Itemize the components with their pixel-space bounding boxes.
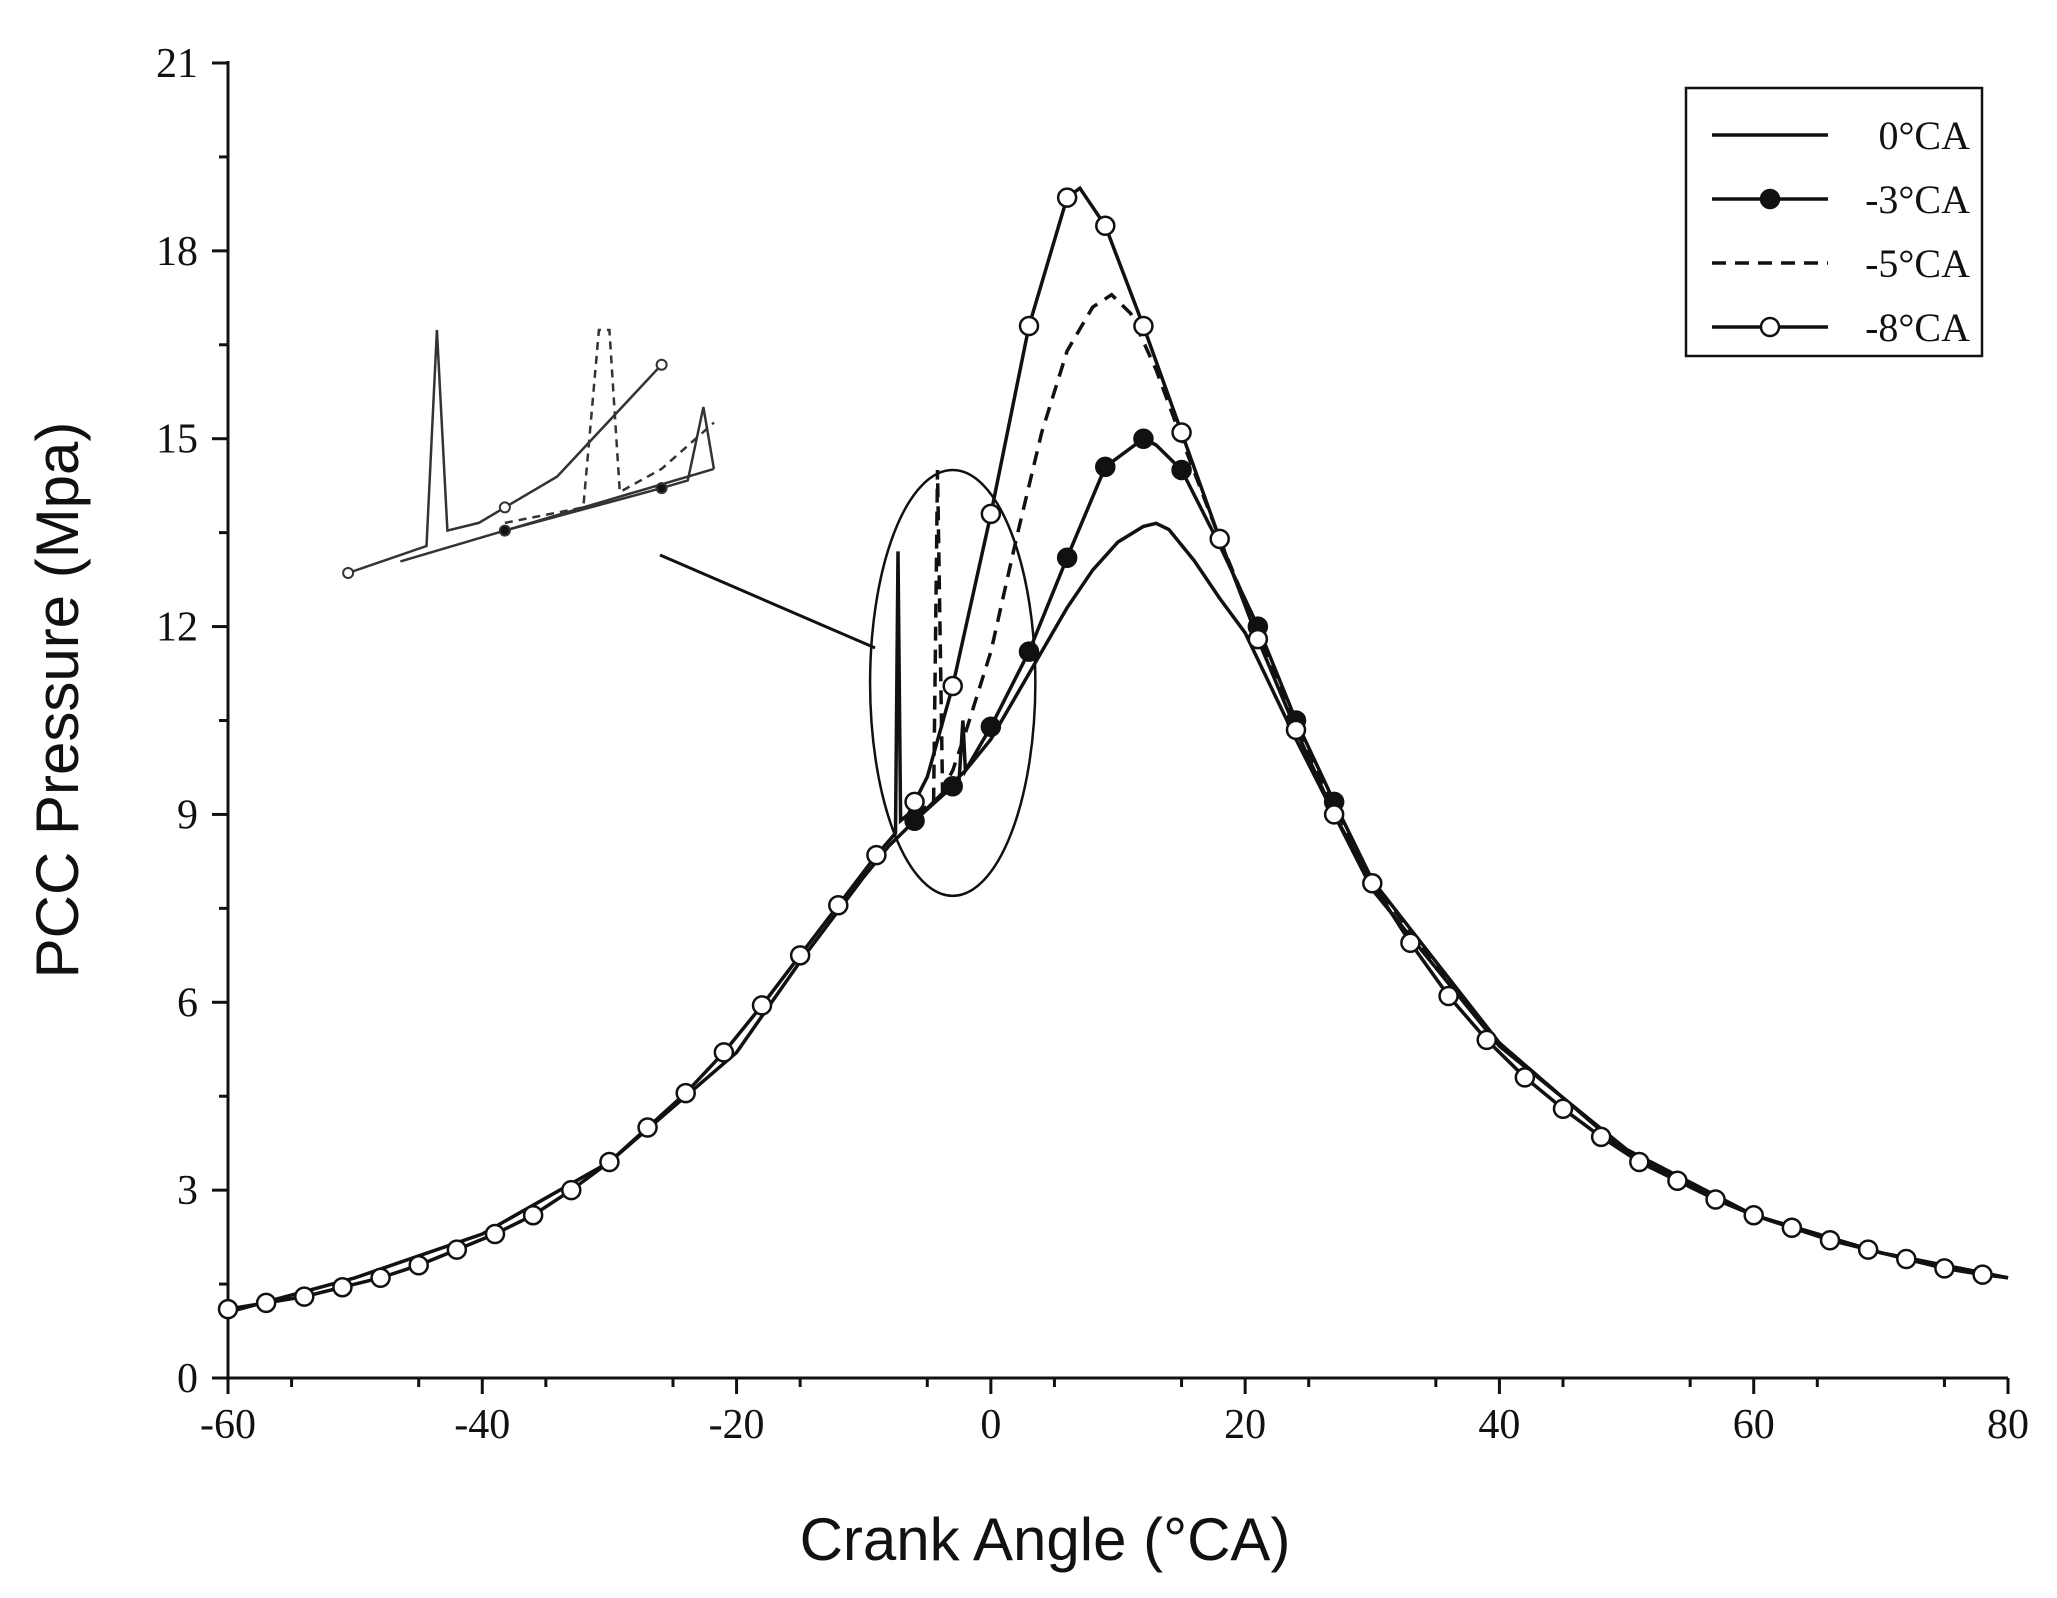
data-point xyxy=(904,791,925,813)
y-tick-label: 3 xyxy=(177,1168,198,1214)
axes: -60 -40 -20 0 20 40 60 80 0 3 6 9 12 15 18 21 xyxy=(156,41,2029,1448)
series-line-0 xyxy=(227,521,2009,1314)
y-tick-label: 18 xyxy=(156,229,198,275)
data-point xyxy=(942,776,963,797)
x-tick-label: 0 xyxy=(980,1402,1001,1448)
data-point xyxy=(1667,1170,1688,1191)
inset-data-point xyxy=(655,358,668,371)
data-point xyxy=(1705,1189,1726,1210)
data-point xyxy=(1247,628,1269,650)
data-point xyxy=(1095,456,1116,478)
data-point xyxy=(408,1255,429,1276)
data-point xyxy=(1323,804,1345,825)
inset-data-point xyxy=(342,567,355,579)
y-tick-label: 9 xyxy=(177,792,198,838)
x-tick-label: 80 xyxy=(1987,1402,2029,1448)
inset-series-line-2 xyxy=(504,328,715,525)
data-point xyxy=(332,1276,353,1298)
data-point xyxy=(1056,547,1078,568)
data-point xyxy=(1171,422,1192,443)
legend-label: -3°CA xyxy=(1865,177,1970,222)
x-tick-label: -40 xyxy=(454,1402,510,1448)
zoom-inset xyxy=(342,328,716,579)
data-point xyxy=(1743,1204,1764,1226)
x-tick-label: 20 xyxy=(1224,1402,1266,1448)
plot-area xyxy=(217,185,2009,1320)
data-point xyxy=(1476,1029,1497,1051)
y-tick-label: 12 xyxy=(156,605,198,651)
data-point xyxy=(1400,932,1421,954)
data-point xyxy=(942,675,963,697)
data-point xyxy=(1552,1098,1574,1119)
data-point xyxy=(1018,641,1040,662)
data-point xyxy=(637,1117,658,1138)
data-point xyxy=(1438,985,1459,1007)
x-tick-label: -20 xyxy=(709,1402,765,1448)
x-tick-label: 60 xyxy=(1733,1402,1775,1448)
data-point xyxy=(1209,528,1230,550)
zoom-ellipse xyxy=(868,468,1037,898)
y-tick-label: 6 xyxy=(177,980,198,1026)
data-point xyxy=(599,1151,620,1173)
series-line-1 xyxy=(913,436,2009,1280)
data-point xyxy=(255,1292,277,1314)
data-point xyxy=(1896,1248,1917,1270)
inset-data-point xyxy=(498,501,511,514)
data-point xyxy=(1819,1229,1841,1251)
data-point xyxy=(713,1042,735,1063)
data-point xyxy=(980,716,1002,738)
data-point xyxy=(1095,215,1116,237)
data-point xyxy=(751,995,773,1016)
legend-marker-3 xyxy=(1759,316,1781,338)
data-point xyxy=(1133,315,1154,337)
data-point xyxy=(217,1298,239,1320)
data-point xyxy=(828,894,849,916)
legend-label: -8°CA xyxy=(1865,305,1970,350)
data-point xyxy=(1781,1217,1803,1238)
x-axis-title: Crank Angle (°CA) xyxy=(800,1506,1291,1573)
inset-data-point xyxy=(498,524,511,537)
data-point xyxy=(675,1082,696,1104)
legend-marker-1 xyxy=(1759,188,1781,210)
x-tick-label: -60 xyxy=(200,1402,256,1448)
data-point xyxy=(866,844,887,866)
y-axis-title: PCC Pressure (Mpa) xyxy=(24,422,91,979)
y-tick-label: 21 xyxy=(156,41,198,87)
legend-label: 0°CA xyxy=(1878,113,1970,158)
data-point xyxy=(294,1286,315,1307)
data-point xyxy=(1972,1264,1993,1285)
data-point xyxy=(561,1179,582,1201)
y-tick-label: 0 xyxy=(177,1356,198,1402)
data-point xyxy=(980,503,1002,525)
data-point xyxy=(1171,459,1192,481)
data-point xyxy=(1285,719,1307,741)
data-point xyxy=(1514,1067,1536,1088)
legend-box xyxy=(1684,86,1984,358)
x-tick-label: 40 xyxy=(1478,1402,1520,1448)
zoom-leader-line xyxy=(659,553,876,650)
data-point xyxy=(1590,1126,1612,1148)
data-point xyxy=(446,1239,468,1260)
data-point xyxy=(1056,187,1078,208)
data-point xyxy=(1934,1258,1955,1279)
inset-series-line-1 xyxy=(504,406,716,532)
data-point xyxy=(484,1223,506,1245)
legend: 0°CA -3°CA -5°CA -8°CA xyxy=(1684,86,1984,358)
data-point xyxy=(1018,315,1040,337)
inset-series-line-3 xyxy=(347,329,663,575)
data-point xyxy=(1629,1151,1650,1173)
series-line-2 xyxy=(913,292,2009,1280)
inset-data-point xyxy=(655,482,668,495)
data-point xyxy=(1133,428,1154,449)
y-tick-label: 15 xyxy=(156,417,198,463)
data-point xyxy=(1857,1239,1879,1260)
data-point xyxy=(1362,873,1383,894)
data-point xyxy=(370,1267,391,1289)
legend-label: -5°CA xyxy=(1865,241,1970,286)
data-point xyxy=(522,1204,544,1226)
data-point xyxy=(789,945,811,966)
